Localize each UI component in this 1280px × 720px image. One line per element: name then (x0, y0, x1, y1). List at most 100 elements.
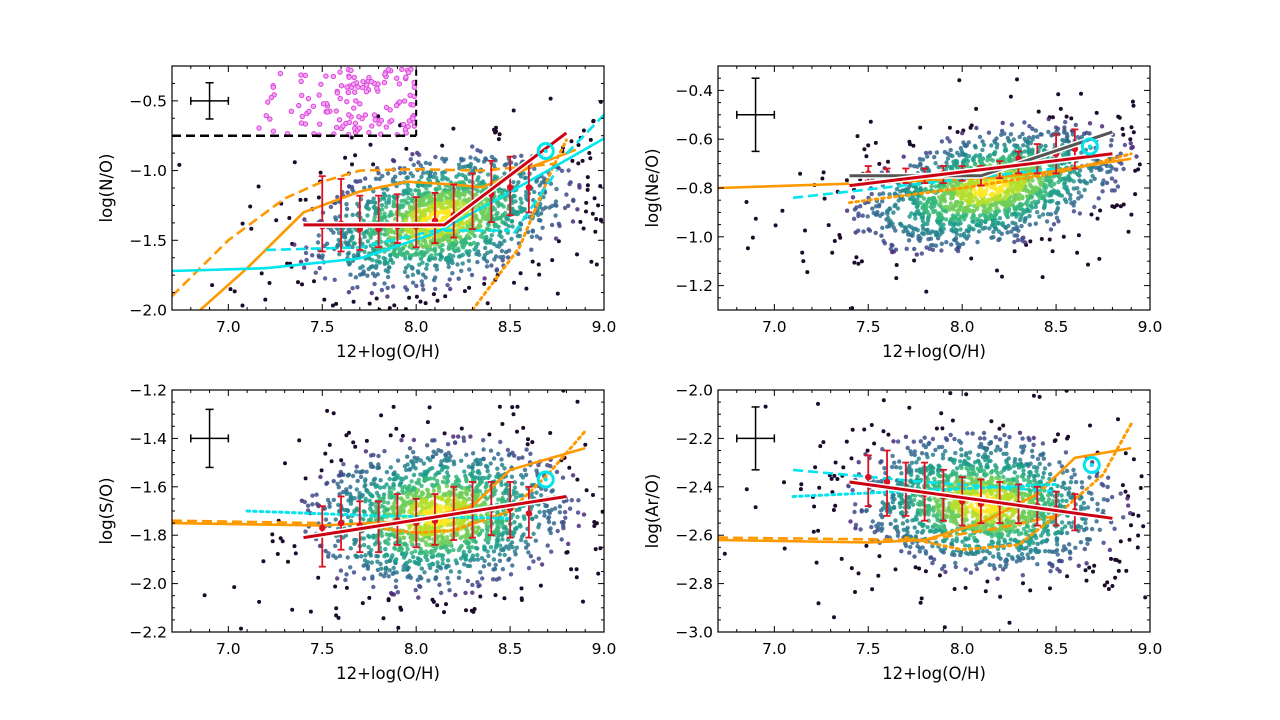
scatter-point (865, 214, 870, 219)
scatter-point (1161, 118, 1165, 122)
scatter-point (509, 236, 514, 242)
scatter-point (1000, 120, 1005, 126)
scatter-point (515, 429, 519, 434)
scatter-point (1126, 229, 1131, 234)
scatter-point (546, 508, 551, 514)
scatter-point (467, 549, 472, 554)
scatter-point (537, 509, 542, 515)
scatter-point (433, 575, 439, 580)
scatter-point (524, 189, 529, 194)
scatter-point (973, 161, 978, 167)
scatter-point (920, 231, 925, 236)
scatter-point (1066, 174, 1071, 179)
scatter-point (373, 176, 379, 181)
scatter-point (491, 557, 497, 562)
scatter-point (887, 192, 892, 197)
scatter-point (900, 197, 906, 202)
scatter-point (1035, 134, 1040, 139)
scatter-point (1013, 185, 1018, 190)
highlight-point (277, 70, 284, 77)
scatter-point (364, 469, 369, 474)
scatter-point (530, 440, 535, 445)
scatter-point (585, 187, 590, 192)
scatter-point (800, 250, 805, 255)
scatter-point (405, 454, 410, 459)
scatter-point (519, 200, 524, 205)
scatter-point (423, 549, 429, 554)
highlight-point (403, 130, 409, 136)
scatter-point (363, 449, 369, 454)
scatter-point (439, 459, 444, 464)
scatter-point (331, 411, 336, 416)
scatter-point (530, 259, 535, 264)
highlight-point (410, 102, 416, 108)
scatter-point (970, 208, 976, 214)
scatter-point (665, 537, 669, 541)
scatter-point (451, 126, 456, 131)
scatter-point (365, 239, 371, 244)
scatter-point (373, 484, 378, 489)
scatter-point (383, 547, 388, 552)
scatter-point (353, 153, 358, 158)
scatter-point (1169, 175, 1173, 179)
scatter-point (371, 452, 376, 458)
scatter-point (423, 160, 429, 166)
scatter-point (416, 152, 422, 157)
highlight-point (383, 124, 390, 130)
scatter-point (915, 208, 921, 213)
scatter-point (453, 479, 458, 484)
scatter-point (330, 303, 335, 308)
scatter-point (485, 549, 490, 554)
scatter-point (916, 233, 921, 239)
highlight-point (316, 92, 322, 98)
scatter-point (391, 204, 396, 209)
scatter-point (553, 213, 558, 218)
highlight-point (333, 124, 340, 131)
scatter-point (1153, 174, 1157, 178)
highlight-point (265, 99, 271, 105)
scatter-point (1153, 171, 1157, 175)
scatter-point (383, 539, 388, 544)
scatter-point (968, 125, 973, 130)
scatter-point (1036, 199, 1041, 204)
model-line-dashed (512, 169, 559, 235)
scatter-point (391, 483, 396, 488)
scatter-point (393, 642, 397, 646)
scatter-point (1000, 221, 1005, 226)
scatter-point (591, 493, 595, 497)
scatter-point (592, 196, 597, 201)
scatter-point (513, 495, 519, 500)
scatter-point (564, 550, 569, 555)
scatter-point (417, 583, 422, 589)
scatter-point (411, 554, 416, 560)
scatter-point (442, 159, 447, 164)
scatter-point (576, 523, 581, 529)
scatter-point (1069, 116, 1074, 121)
scatter-point (453, 558, 458, 563)
scatter-point (337, 491, 342, 497)
scatter-point (407, 573, 412, 578)
scatter-point (1036, 109, 1041, 114)
scatter-point (512, 453, 517, 458)
scatter-point (415, 577, 420, 583)
scatter-point (354, 469, 359, 474)
scatter-point (366, 544, 371, 550)
highlight-point (357, 101, 363, 107)
scatter-point (359, 554, 364, 559)
scatter-point (340, 489, 346, 495)
scatter-point (352, 241, 357, 246)
scatter-point (267, 281, 272, 285)
solar-reference-marker (1080, 137, 1099, 156)
highlight-point (350, 81, 357, 87)
scatter-point (428, 458, 433, 463)
scatter-point (360, 241, 365, 247)
scatter-point (1011, 137, 1016, 142)
scatter-point (344, 231, 349, 236)
scatter-point (1021, 235, 1026, 240)
scatter-point (830, 250, 835, 255)
scatter-point (240, 303, 245, 308)
scatter-point (1230, 161, 1234, 165)
scatter-point (921, 196, 927, 201)
scatter-point (430, 597, 435, 602)
scatter-point (393, 476, 398, 482)
